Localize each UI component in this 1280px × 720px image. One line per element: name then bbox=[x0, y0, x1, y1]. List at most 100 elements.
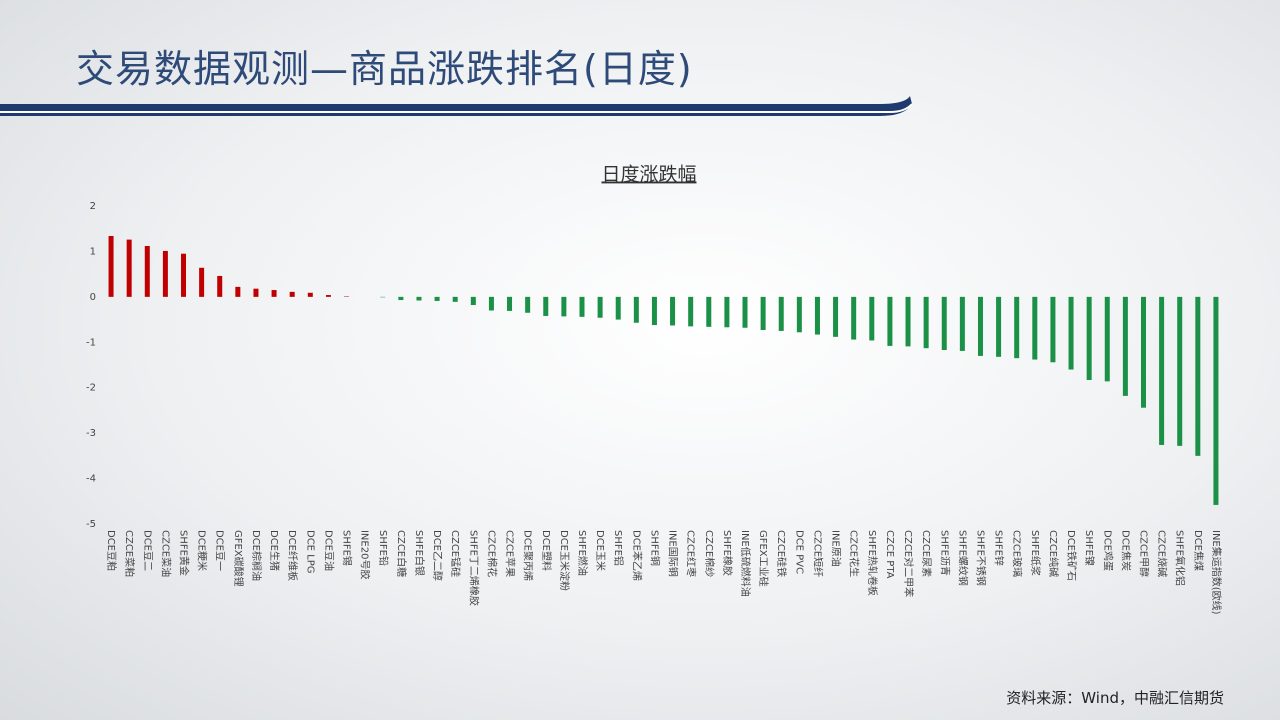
bar bbox=[996, 296, 1002, 357]
x-tick-label: CZCE棉花 bbox=[485, 530, 498, 577]
y-tick-label: -5 bbox=[86, 519, 96, 530]
bar bbox=[597, 296, 603, 318]
slide-title: 交易数据观测—商品涨跌排名(日度) bbox=[76, 47, 693, 91]
bar bbox=[760, 296, 766, 331]
x-tick-label: DCE豆二 bbox=[141, 530, 153, 571]
bar bbox=[688, 296, 694, 327]
bar bbox=[651, 296, 657, 326]
x-tick-label: CZCE PTA bbox=[884, 530, 895, 579]
bar bbox=[1050, 296, 1056, 363]
bar bbox=[181, 253, 187, 297]
bar bbox=[633, 296, 639, 323]
x-tick-label: DCE PVC bbox=[793, 530, 804, 574]
bar bbox=[1159, 296, 1165, 445]
x-tick-label: GFEX碳酸锂 bbox=[232, 530, 245, 587]
x-tick-label: SHFE铝 bbox=[612, 530, 624, 566]
y-tick-label: 2 bbox=[90, 201, 96, 212]
x-tick-label: DCE纤维板 bbox=[286, 530, 299, 581]
bar bbox=[253, 288, 259, 297]
bar bbox=[398, 296, 404, 301]
x-tick-label: DCE铁矿石 bbox=[1065, 530, 1078, 581]
bar bbox=[778, 296, 784, 331]
bar bbox=[452, 296, 458, 302]
x-tick-label: CZCE红枣 bbox=[685, 530, 698, 577]
x-tick-label: INE低硫燃料油 bbox=[739, 530, 752, 597]
bar bbox=[217, 275, 223, 297]
bar bbox=[869, 296, 875, 341]
y-tick-label: -3 bbox=[86, 428, 96, 439]
x-tick-label: CZCE纯碱 bbox=[1047, 530, 1060, 577]
x-tick-label: SHFE锌 bbox=[993, 530, 1006, 566]
title-band-line bbox=[0, 103, 913, 113]
bar bbox=[615, 296, 621, 320]
bar bbox=[796, 296, 802, 333]
x-tick-label: DCE玉米 bbox=[594, 530, 607, 571]
x-tick-label: SHFE螺纹钢 bbox=[956, 530, 969, 586]
x-tick-label: INE原油 bbox=[830, 530, 843, 567]
bar bbox=[941, 296, 947, 351]
x-tick-label: DCE焦炭 bbox=[1119, 530, 1132, 571]
x-tick-label: CZCE对二甲苯 bbox=[902, 530, 915, 597]
x-tick-label: SHFE锡 bbox=[341, 530, 354, 566]
x-tick-label: SHFE氧化铝 bbox=[1174, 530, 1187, 586]
x-tick-label: SHFE燃油 bbox=[576, 530, 589, 576]
x-tick-label: CZCE甲醇 bbox=[1137, 530, 1150, 577]
bar bbox=[1104, 296, 1110, 382]
bar bbox=[977, 296, 983, 356]
x-tick-label: CZCE玻璃 bbox=[1011, 530, 1024, 577]
bar bbox=[1086, 296, 1092, 380]
x-tick-label: SHFE纸浆 bbox=[1029, 530, 1042, 576]
bar bbox=[923, 296, 929, 349]
bar bbox=[959, 296, 965, 351]
x-tick-label: CZCE花生 bbox=[848, 530, 861, 577]
bar bbox=[470, 296, 476, 306]
x-tick-label: SHFE沥青 bbox=[938, 530, 951, 576]
x-tick-label: DCE棕榈油 bbox=[250, 530, 263, 581]
x-tick-label: GFEX工业硅 bbox=[757, 530, 770, 587]
bar bbox=[1177, 296, 1183, 446]
bar bbox=[1122, 296, 1128, 396]
x-tick-label: SHFE橡胶 bbox=[721, 530, 734, 576]
bar bbox=[1032, 296, 1038, 360]
bar bbox=[488, 296, 494, 311]
x-tick-label: CZCE菜粕 bbox=[123, 530, 136, 577]
x-tick-label: CZCE菜油 bbox=[159, 530, 172, 577]
bar bbox=[271, 290, 277, 297]
bar bbox=[289, 291, 295, 297]
source-note: 资料来源：Wind，中融汇信期货 bbox=[1006, 689, 1224, 707]
bar bbox=[144, 245, 150, 297]
x-tick-label: DCE豆粕 bbox=[105, 530, 118, 571]
x-tick-label: DCE玉米淀粉 bbox=[558, 530, 571, 591]
bar bbox=[325, 295, 331, 297]
x-tick-label: CZCE锰硅 bbox=[449, 530, 462, 577]
bar bbox=[724, 296, 730, 328]
x-tick-label: SHFE铜 bbox=[648, 530, 660, 566]
x-tick-label: DCE LPG bbox=[304, 530, 315, 574]
bar bbox=[416, 296, 422, 301]
x-tick-label: DCE豆一 bbox=[214, 530, 226, 571]
bar bbox=[543, 296, 549, 316]
x-tick-label: SHFE丁二烯橡胶 bbox=[467, 530, 480, 606]
x-tick-label: DCE焦煤 bbox=[1192, 530, 1205, 571]
bar bbox=[307, 292, 313, 297]
bar bbox=[579, 296, 585, 317]
x-tick-label: INE20号胶 bbox=[359, 530, 372, 579]
x-tick-label: DCE粳米 bbox=[196, 530, 209, 571]
x-tick-label: DCE豆油 bbox=[322, 530, 335, 571]
bar bbox=[235, 286, 241, 297]
x-tick-label: DCE聚丙烯 bbox=[522, 530, 535, 581]
bar bbox=[833, 296, 839, 337]
x-tick-label: SHFE热轧卷板 bbox=[866, 530, 879, 596]
x-tick-label: DCE塑料 bbox=[540, 530, 553, 571]
bar bbox=[742, 296, 748, 328]
bar bbox=[706, 296, 712, 327]
x-tick-label: DCE鸡蛋 bbox=[1101, 530, 1114, 571]
x-tick-label: DCE生猪 bbox=[268, 530, 281, 571]
bar bbox=[126, 239, 132, 297]
bar bbox=[1068, 296, 1074, 370]
x-tick-label: INE国际铜 bbox=[667, 530, 679, 577]
x-tick-label: SHFE铅 bbox=[377, 530, 390, 566]
